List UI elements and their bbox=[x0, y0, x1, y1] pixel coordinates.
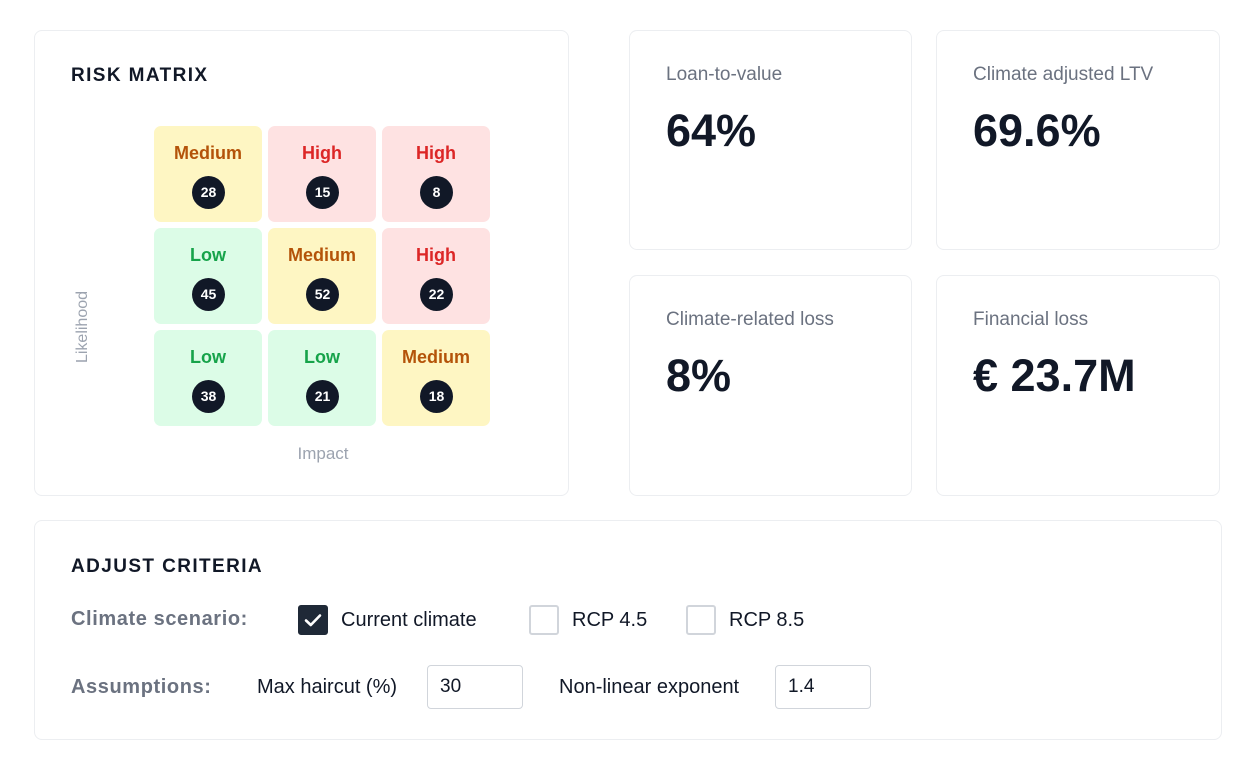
climate-adjusted-ltv-card: Climate adjusted LTV 69.6% bbox=[936, 30, 1220, 250]
assumptions-label: Assumptions: bbox=[71, 676, 212, 698]
risk-cell[interactable]: Low 21 bbox=[268, 330, 376, 426]
non-linear-exponent-label: Non-linear exponent bbox=[559, 676, 740, 698]
checkmark-icon bbox=[304, 614, 322, 627]
risk-level-label: Low bbox=[304, 347, 340, 367]
metric-label: Loan-to-value bbox=[666, 64, 783, 85]
risk-level-label: Medium bbox=[401, 347, 470, 367]
non-linear-exponent-input[interactable] bbox=[775, 665, 871, 709]
adjust-criteria-title: ADJUST CRITERIA bbox=[71, 556, 264, 577]
risk-count-badge: 18 bbox=[420, 380, 453, 413]
max-haircut-label: Max haircut (%) bbox=[257, 676, 398, 698]
metric-value: 64% bbox=[666, 105, 757, 156]
rcp-4-5-label[interactable]: RCP 4.5 bbox=[572, 608, 648, 631]
risk-level-label: Low bbox=[190, 347, 226, 367]
scenario-option-rcp-8-5[interactable]: RCP 8.5 bbox=[686, 605, 804, 635]
risk-cell[interactable]: High 8 bbox=[382, 126, 490, 222]
metric-label: Climate-related loss bbox=[666, 309, 834, 330]
risk-level-label: Medium bbox=[173, 143, 242, 163]
risk-level-label: Low bbox=[190, 245, 226, 265]
risk-count-badge: 28 bbox=[192, 176, 225, 209]
impact-axis-label: Impact bbox=[297, 444, 349, 463]
risk-count-badge: 45 bbox=[192, 278, 225, 311]
risk-cell[interactable]: Medium 28 bbox=[154, 126, 262, 222]
scenario-option-rcp-4-5[interactable]: RCP 4.5 bbox=[529, 605, 647, 635]
metric-label: Financial loss bbox=[973, 309, 1089, 330]
adjust-criteria-card: ADJUST CRITERIA Climate scenario: Curren… bbox=[34, 520, 1222, 740]
risk-level-label: High bbox=[416, 245, 456, 265]
risk-level-label: Medium bbox=[287, 245, 356, 265]
risk-cell[interactable]: Low 45 bbox=[154, 228, 262, 324]
loan-to-value-card: Loan-to-value 64% bbox=[629, 30, 912, 250]
risk-level-label: High bbox=[416, 143, 456, 163]
risk-count-badge: 21 bbox=[306, 380, 339, 413]
risk-count-badge: 52 bbox=[306, 278, 339, 311]
risk-matrix-card: RISK MATRIX Likelihood Medium 28 High 15… bbox=[34, 30, 569, 496]
risk-count-badge: 8 bbox=[420, 176, 453, 209]
risk-cell[interactable]: Medium 52 bbox=[268, 228, 376, 324]
financial-loss-card: Financial loss € 23.7M bbox=[936, 275, 1220, 496]
risk-cell[interactable]: Medium 18 bbox=[382, 330, 490, 426]
risk-matrix-grid: Medium 28 High 15 High 8 Low 45 Medium 5… bbox=[154, 126, 492, 426]
metric-value: 69.6% bbox=[973, 105, 1101, 156]
risk-cell[interactable]: Low 38 bbox=[154, 330, 262, 426]
risk-count-badge: 15 bbox=[306, 176, 339, 209]
current-climate-label[interactable]: Current climate bbox=[341, 608, 477, 631]
max-haircut-input[interactable] bbox=[427, 665, 523, 709]
metric-value: € 23.7M bbox=[973, 350, 1136, 401]
likelihood-axis-text: Likelihood bbox=[74, 290, 91, 364]
metric-label: Climate adjusted LTV bbox=[973, 64, 1154, 85]
climate-scenario-label: Climate scenario: bbox=[71, 608, 248, 630]
risk-count-badge: 22 bbox=[420, 278, 453, 311]
rcp-8-5-label[interactable]: RCP 8.5 bbox=[729, 608, 805, 631]
risk-cell[interactable]: High 15 bbox=[268, 126, 376, 222]
risk-level-label: High bbox=[302, 143, 342, 163]
climate-related-loss-card: Climate-related loss 8% bbox=[629, 275, 912, 496]
rcp-4-5-checkbox[interactable] bbox=[529, 605, 559, 635]
risk-matrix-title: RISK MATRIX bbox=[71, 65, 209, 86]
metric-value: 8% bbox=[666, 350, 732, 401]
risk-count-badge: 38 bbox=[192, 380, 225, 413]
risk-cell[interactable]: High 22 bbox=[382, 228, 490, 324]
current-climate-checkbox[interactable] bbox=[298, 605, 328, 635]
rcp-8-5-checkbox[interactable] bbox=[686, 605, 716, 635]
scenario-option-current-climate[interactable]: Current climate bbox=[298, 605, 477, 635]
